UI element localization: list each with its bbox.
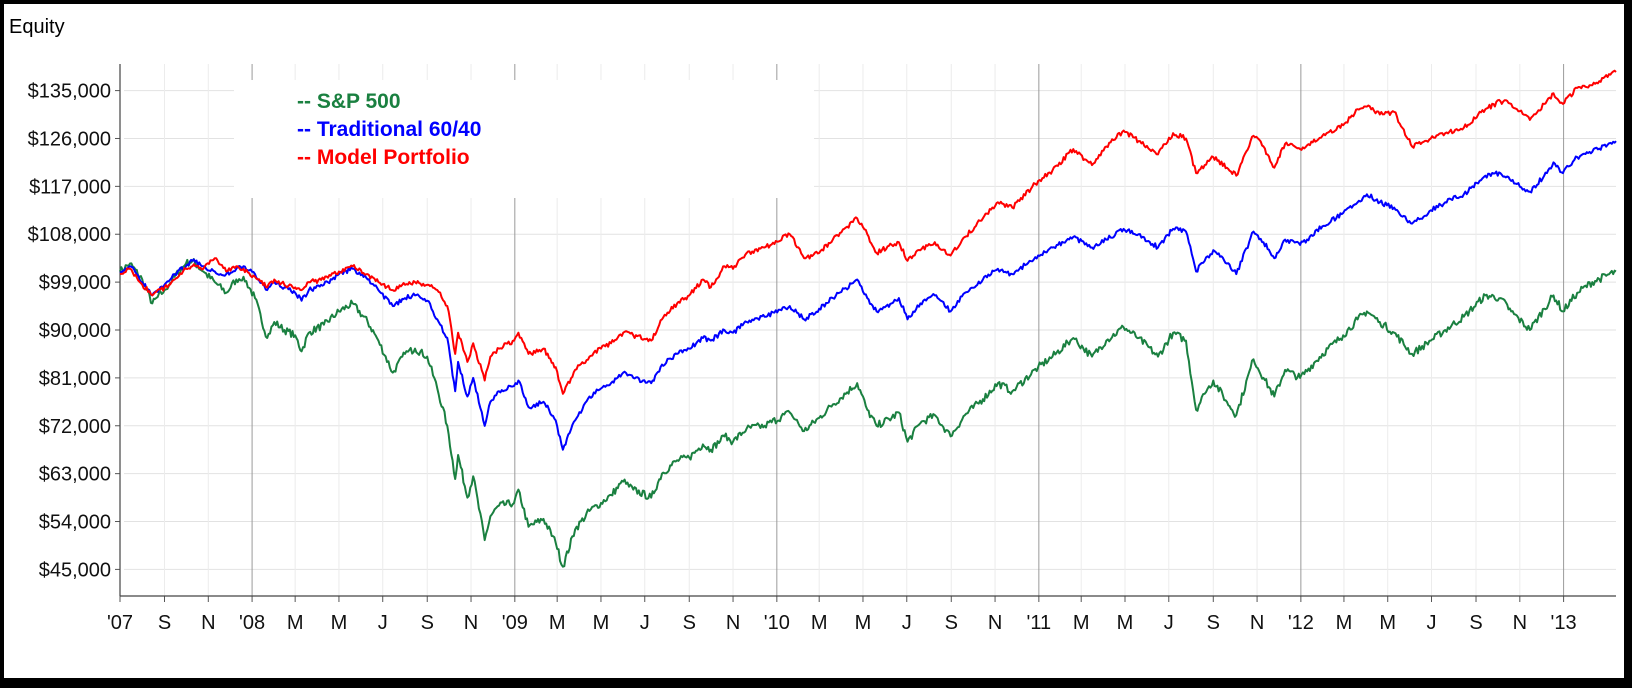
- legend-entry: -- Model Portfolio: [297, 146, 470, 169]
- x-tick-label: '13: [1551, 612, 1577, 634]
- x-tick-label: M: [1379, 612, 1396, 634]
- x-tick-label: S: [421, 612, 434, 634]
- x-tick-label: M: [1073, 612, 1090, 634]
- x-tick-label: J: [1164, 612, 1174, 634]
- y-tick-label: $63,000: [39, 464, 111, 486]
- x-tick-label: S: [158, 612, 171, 634]
- legend-entry: -- Traditional 60/40: [297, 118, 481, 141]
- x-tick-label: S: [1469, 612, 1482, 634]
- legend-box: [234, 80, 814, 198]
- series-line-1: [119, 140, 1617, 451]
- axes: $45,000 $54,000 $63,000 $72,000 $81,000 $90,0…: [28, 64, 1616, 634]
- x-tick-label: J: [902, 612, 912, 634]
- x-tick-label: M: [331, 612, 348, 634]
- x-tick-label: S: [945, 612, 958, 634]
- x-tick-label: J: [640, 612, 650, 634]
- series-line-2: [119, 69, 1617, 395]
- x-tick-label: N: [464, 612, 478, 634]
- equity-line-chart: Equity $45,000 $54,000 $63,000 $72,000 $81,0…: [9, 16, 1617, 634]
- x-tick-label: M: [855, 612, 872, 634]
- y-tick-label: $90,000: [39, 320, 111, 342]
- y-tick-label: $126,000: [28, 128, 111, 150]
- y-tick-label: $54,000: [39, 512, 111, 534]
- x-tick-label: '11: [1027, 612, 1052, 634]
- x-tick-label: N: [988, 612, 1002, 634]
- x-tick-label: M: [287, 612, 304, 634]
- x-tick-label: N: [1250, 612, 1264, 634]
- y-axis-title: Equity: [9, 16, 65, 38]
- series-line-0: [119, 258, 1617, 568]
- x-tick-label: '08: [239, 612, 265, 634]
- y-tick-label: $81,000: [39, 368, 111, 390]
- x-tick-label: J: [378, 612, 388, 634]
- y-tick-label: $99,000: [39, 272, 111, 294]
- y-tick-label: $45,000: [39, 559, 111, 581]
- x-tick-label: '09: [502, 612, 528, 634]
- x-tick-label: N: [201, 612, 215, 634]
- x-tick-label: J: [1427, 612, 1437, 634]
- legend-entry: -- S&P 500: [297, 90, 401, 113]
- series-lines: [119, 69, 1617, 568]
- x-tick-label: N: [726, 612, 740, 634]
- x-tick-label: S: [683, 612, 696, 634]
- x-tick-label: '10: [764, 612, 790, 634]
- x-tick-label: M: [1117, 612, 1134, 634]
- y-tick-label: $108,000: [28, 224, 111, 246]
- x-tick-label: '07: [107, 612, 133, 634]
- x-tick-label: N: [1513, 612, 1527, 634]
- x-tick-label: M: [549, 612, 566, 634]
- x-tick-label: M: [593, 612, 610, 634]
- y-tick-label: $72,000: [39, 416, 111, 438]
- legend: -- S&P 500 -- Traditional 60/40 -- Model P…: [234, 80, 814, 198]
- x-tick-label: S: [1207, 612, 1220, 634]
- y-tick-label: $135,000: [28, 81, 111, 103]
- x-tick-label: M: [1336, 612, 1353, 634]
- chart-frame: Equity $45,000 $54,000 $63,000 $72,000 $81,0…: [4, 4, 1624, 678]
- x-tick-label: '12: [1288, 612, 1314, 634]
- x-tick-label: M: [811, 612, 828, 634]
- y-tick-label: $117,000: [29, 176, 111, 198]
